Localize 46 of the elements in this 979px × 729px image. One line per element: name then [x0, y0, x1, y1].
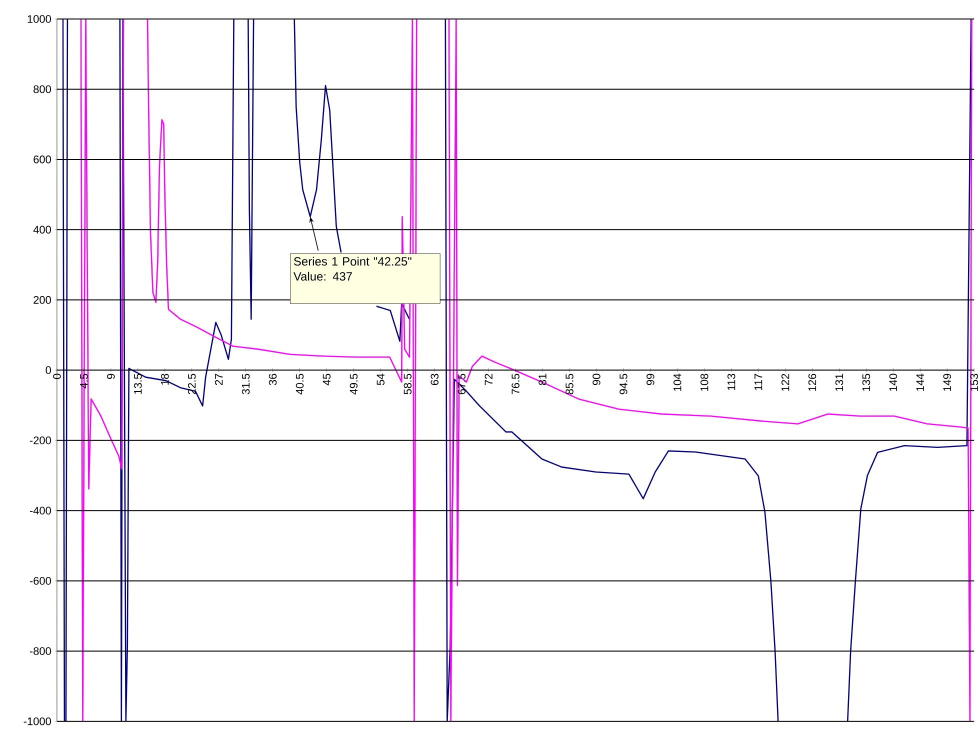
x-tick-label: 153	[970, 374, 978, 392]
x-tick-label: 54	[376, 374, 384, 386]
y-tick-label: -800	[30, 647, 51, 656]
x-tick-label: 117	[754, 374, 762, 390]
y-tick-label: -1000	[24, 718, 51, 726]
x-tick-label: 81	[538, 374, 546, 386]
x-tick-label: 122	[781, 374, 790, 392]
x-tick-label: 104	[674, 374, 682, 392]
x-tick-label: 135	[862, 374, 870, 392]
x-tick-label: 90	[592, 374, 600, 386]
y-tick-label: 800	[34, 86, 51, 94]
x-tick-label: 140	[889, 374, 898, 392]
y-tick-label: -400	[30, 506, 51, 515]
x-tick-label: 4.5	[80, 374, 88, 389]
x-tick-label: 58.5	[404, 374, 412, 395]
y-tick-label: 1000	[28, 15, 51, 24]
x-tick-label: 22.5	[188, 374, 196, 394]
x-tick-label: 0	[53, 374, 61, 380]
y-tick-label: 400	[33, 226, 51, 234]
x-tick-label: 18	[160, 374, 169, 385]
x-tick-label: 40.5	[296, 374, 304, 395]
x-tick-label: 49.5	[350, 374, 358, 395]
x-tick-label: 94.5	[620, 374, 628, 394]
x-tick-label: 45	[322, 374, 331, 386]
x-tick-label: 27	[214, 374, 223, 386]
x-tick-label: 36	[268, 374, 277, 386]
annotation: Series 1 Point "42.25" Value: 437	[293, 257, 412, 281]
y-tick-label: -200	[30, 436, 51, 444]
x-tick-label: 108	[700, 374, 708, 392]
x-tick-label: 85.5	[566, 374, 574, 394]
y-tick-label: 600	[34, 156, 51, 164]
y-tick-label: 200	[34, 296, 51, 304]
x-tick-label: 63	[430, 374, 439, 386]
x-tick-label: 67.5	[458, 374, 466, 394]
x-tick-label: 113	[727, 374, 736, 390]
x-tick-label: 131	[835, 374, 844, 392]
x-tick-label: 99	[646, 374, 654, 386]
x-tick-label: 144	[916, 374, 924, 392]
y-tick-label: -600	[30, 577, 51, 585]
x-tick-label: 9	[107, 374, 115, 380]
x-tick-label: 31.5	[242, 374, 250, 395]
x-tick-label: 13.5	[134, 374, 142, 394]
x-tick-label: 76.5	[512, 374, 520, 394]
x-tick-label: 72	[484, 374, 492, 386]
x-tick-label: 126	[808, 374, 816, 392]
x-tick-label: 149	[943, 374, 952, 392]
